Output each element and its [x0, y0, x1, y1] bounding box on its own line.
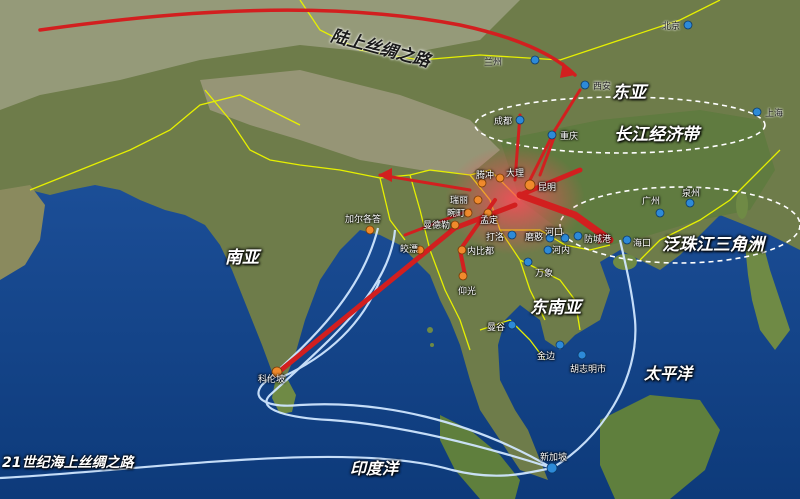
city-label-shanghai: 上海	[765, 108, 784, 118]
city-label-lanzhou: 兰州	[484, 57, 503, 67]
city-label-phnompenh: 金边	[537, 351, 556, 361]
node-bangkok	[507, 320, 517, 330]
land-andaman	[427, 327, 433, 333]
city-label-nay-pyi-taw: 内比都	[467, 246, 495, 256]
node-guangzhou	[655, 208, 665, 218]
city-label-bangkok: 曼谷	[487, 322, 506, 332]
node-nay-pyi-taw	[457, 245, 467, 255]
zone-yangtze-belt: 长江经济带	[614, 125, 699, 145]
node-kunming	[524, 179, 536, 191]
land-nicobar	[430, 343, 434, 347]
node-beijing	[683, 20, 693, 30]
city-label-kunming: 昆明	[538, 182, 557, 192]
node-daluo	[507, 230, 517, 240]
node-kolkata	[365, 225, 375, 235]
city-label-mandalay: 曼德勒	[423, 220, 451, 230]
node-mohan	[545, 233, 555, 243]
node-yangon	[458, 271, 468, 281]
orange-nodes	[271, 173, 536, 378]
city-label-haikou: 海口	[633, 238, 652, 248]
node-hekou	[560, 233, 570, 243]
node-tengchong	[477, 178, 487, 188]
city-label-kolkata: 加尔各答	[345, 214, 382, 224]
maritime-route-label: 21世纪海上丝绸之路	[2, 455, 134, 471]
node-vientiane	[523, 257, 533, 267]
node-haikou	[622, 235, 632, 245]
land-arabia	[0, 185, 45, 280]
node-singapore	[546, 462, 558, 474]
route-arrow-heads	[378, 62, 610, 244]
node-colombo	[271, 366, 283, 378]
city-label-xian: 西安	[593, 81, 612, 91]
land-sumatra	[440, 415, 520, 499]
node-hochiminh	[577, 350, 587, 360]
node-kyaukpyu	[415, 245, 425, 255]
city-label-mengding: 孟定	[480, 215, 499, 225]
city-label-hanoi: 河内	[552, 245, 571, 255]
region-east-asia: 东亚	[612, 83, 646, 103]
city-label-guangzhou: 广州	[642, 196, 661, 206]
node-wanding	[483, 208, 493, 218]
city-label-tengchong: 腾冲	[476, 170, 495, 180]
region-pacific: 太平洋	[644, 364, 693, 383]
city-label-quanzhou: 泉州	[682, 188, 701, 198]
zone-pearl-delta: 泛珠江三角洲	[662, 235, 764, 255]
region-south-asia: 南亚	[225, 248, 259, 268]
city-label-vientiane: 万象	[535, 268, 554, 278]
city-label-hochiminh: 胡志明市	[570, 364, 607, 374]
land-borneo	[600, 395, 720, 499]
node-fangchenggang	[573, 231, 583, 241]
city-label-daluo: 打洛	[486, 232, 505, 242]
region-southeast-asia: 东南亚	[530, 298, 581, 318]
node-lanzhou	[530, 55, 540, 65]
city-label-fangchenggang: 防城港	[584, 234, 612, 244]
node-mengding	[463, 208, 473, 218]
node-quanzhou	[685, 198, 695, 208]
blue-nodes	[507, 20, 762, 474]
land-northern-steppe	[0, 0, 520, 110]
node-dali	[495, 173, 505, 183]
node-chongqing	[547, 130, 557, 140]
city-label-wanding: 畹町	[447, 208, 466, 218]
node-ruili	[473, 195, 483, 205]
city-label-singapore: 新加坡	[540, 452, 568, 462]
node-xian	[580, 80, 590, 90]
node-phnompenh	[555, 340, 565, 350]
city-label-dali: 大理	[506, 168, 525, 178]
yangtze-zone-outline	[474, 96, 766, 154]
city-label-kyaukpyu: 皎漂	[400, 244, 419, 254]
city-label-mohan: 磨憨	[525, 232, 544, 242]
city-label-ruili: 瑞丽	[450, 195, 469, 205]
region-indian-ocean: 印度洋	[350, 459, 399, 478]
city-label-chongqing: 重庆	[560, 131, 579, 141]
yunnan-hub-glow	[445, 145, 585, 255]
city-label-yangon: 仰光	[458, 286, 477, 296]
land-philippines	[745, 240, 790, 350]
node-shanghai	[752, 107, 762, 117]
city-label-beijing: 北京	[662, 21, 681, 31]
node-chengdu	[515, 115, 525, 125]
city-label-hekou: 河口	[545, 227, 564, 237]
node-hanoi	[543, 245, 553, 255]
land-taiwan	[736, 191, 748, 219]
land-tibet-plateau	[200, 70, 500, 175]
city-label-colombo: 科伦坡	[258, 374, 286, 384]
city-label-chengdu: 成都	[494, 116, 513, 126]
node-mandalay	[450, 220, 460, 230]
